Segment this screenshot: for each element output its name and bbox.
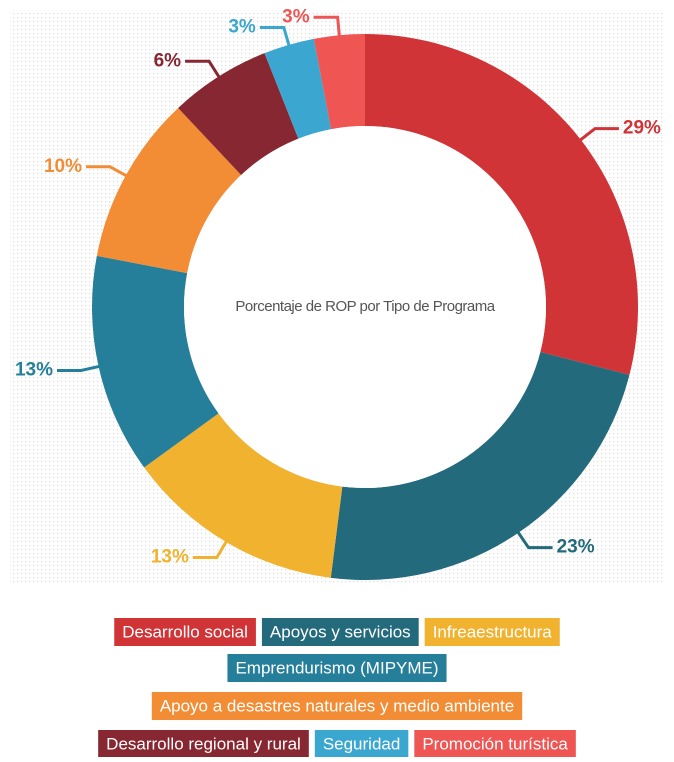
legend-label: Desarrollo regional y rural: [106, 734, 301, 753]
donut-segment: [178, 53, 299, 176]
legend-swatch: [98, 730, 309, 758]
legend-label: Desarrollo social: [122, 622, 248, 641]
data-label: 6%: [154, 50, 182, 71]
legend-swatch: [261, 618, 419, 646]
leader-line: [576, 127, 619, 144]
data-label: 29%: [623, 118, 661, 139]
donut-segment: [264, 38, 332, 139]
leader-line: [57, 364, 103, 372]
legend-item: Apoyos y servicios: [261, 618, 419, 646]
donut-segment: [144, 413, 343, 578]
legend-swatch: [414, 730, 576, 758]
legend-label: Apoyos y servicios: [270, 622, 411, 641]
leader-line: [313, 15, 342, 40]
legend-item: Infreaestructura: [424, 618, 560, 646]
legend-swatch: [314, 730, 409, 758]
leader-line: [85, 165, 130, 179]
data-label: 3%: [282, 6, 310, 27]
leader-line: [185, 59, 223, 81]
donut-segment: [92, 255, 219, 468]
leader-line: [259, 26, 292, 50]
leader-line: [514, 528, 553, 550]
legend-item: Seguridad: [314, 730, 409, 758]
data-label: 3%: [228, 17, 256, 38]
data-label: 13%: [15, 359, 53, 380]
legend-swatch: [151, 692, 523, 720]
legend-label: Promoción turística: [422, 734, 568, 753]
legend-label: Seguridad: [323, 734, 401, 753]
legend-item: Promoción turística: [414, 730, 576, 758]
legend: Desarrollo social Apoyos y servicios Infre…: [98, 618, 576, 758]
legend-item: Emprendurismo (MIPYME): [227, 654, 447, 682]
legend-label: Infreaestructura: [433, 622, 553, 641]
legend-label: Emprendurismo (MIPYME): [235, 658, 438, 677]
legend-item: Desarrollo regional y rural: [98, 730, 309, 758]
legend-item: Apoyo a desastres naturales y medio ambi…: [151, 692, 523, 720]
donut-segment: [330, 352, 630, 580]
donut-segment: [313, 34, 365, 130]
legend-swatch: [227, 654, 447, 682]
chart-title: Porcentaje de ROP por Tipo de Programa: [235, 298, 495, 315]
leader-line: [192, 537, 230, 559]
legend-label: Apoyo a desastres naturales y medio ambi…: [160, 696, 514, 715]
legend-swatch: [424, 618, 560, 646]
legend-item: Desarrollo social: [114, 618, 256, 646]
data-label: 10%: [44, 156, 82, 177]
legend-swatch: [114, 618, 256, 646]
donut-segment: [96, 107, 242, 274]
data-label: 23%: [557, 537, 595, 558]
data-label: 13%: [151, 546, 189, 567]
donut-hole: [184, 126, 546, 488]
donut-segment: [365, 34, 638, 375]
